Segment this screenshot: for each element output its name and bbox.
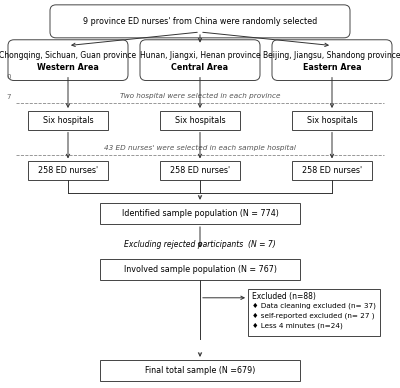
Text: Central Area: Central Area <box>172 62 228 72</box>
Text: Six hospitals: Six hospitals <box>307 116 357 125</box>
FancyBboxPatch shape <box>100 203 300 224</box>
FancyBboxPatch shape <box>50 5 350 38</box>
FancyBboxPatch shape <box>28 111 108 130</box>
FancyBboxPatch shape <box>248 289 380 336</box>
Text: 258 ED nurses': 258 ED nurses' <box>302 166 362 175</box>
Text: Final total sample (N =679): Final total sample (N =679) <box>145 366 255 375</box>
Text: Beijing, Jiangsu, Shandong province: Beijing, Jiangsu, Shandong province <box>263 51 400 60</box>
FancyBboxPatch shape <box>140 40 260 81</box>
Text: Hunan, Jiangxi, Henan province: Hunan, Jiangxi, Henan province <box>140 51 260 60</box>
Text: ♦ Data cleaning excluded (n= 37): ♦ Data cleaning excluded (n= 37) <box>252 302 376 308</box>
Text: 0: 0 <box>6 74 11 80</box>
Text: Six hospitals: Six hospitals <box>43 116 93 125</box>
FancyBboxPatch shape <box>272 40 392 81</box>
Text: 9 province ED nurses' from China were randomly selected: 9 province ED nurses' from China were ra… <box>83 17 317 26</box>
FancyBboxPatch shape <box>100 259 300 280</box>
Text: Eastern Area: Eastern Area <box>303 62 361 72</box>
Text: ♦ self-reported excluded (n= 27 ): ♦ self-reported excluded (n= 27 ) <box>252 312 374 319</box>
Text: 43 ED nurses' were selected in each sample hospital: 43 ED nurses' were selected in each samp… <box>104 145 296 151</box>
Text: Chongqing, Sichuan, Guan province: Chongqing, Sichuan, Guan province <box>0 51 136 60</box>
FancyBboxPatch shape <box>292 161 372 180</box>
Text: 258 ED nurses': 258 ED nurses' <box>170 166 230 175</box>
Text: Western Area: Western Area <box>37 62 99 72</box>
Text: Excluding rejected participants  (N = 7): Excluding rejected participants (N = 7) <box>124 240 276 249</box>
FancyBboxPatch shape <box>8 40 128 81</box>
Text: ♦ Less 4 minutes (n=24): ♦ Less 4 minutes (n=24) <box>252 322 343 329</box>
Text: 258 ED nurses': 258 ED nurses' <box>38 166 98 175</box>
Text: Two hospital were selected in each province: Two hospital were selected in each provi… <box>120 93 280 99</box>
Text: Excluded (n=88): Excluded (n=88) <box>252 291 316 301</box>
FancyBboxPatch shape <box>292 111 372 130</box>
FancyBboxPatch shape <box>160 161 240 180</box>
FancyBboxPatch shape <box>28 161 108 180</box>
Text: Identified sample population (N = 774): Identified sample population (N = 774) <box>122 209 278 218</box>
FancyBboxPatch shape <box>160 111 240 130</box>
FancyBboxPatch shape <box>100 360 300 381</box>
Text: Six hospitals: Six hospitals <box>175 116 225 125</box>
Text: Involved sample population (N = 767): Involved sample population (N = 767) <box>124 265 276 274</box>
Text: 7: 7 <box>6 94 11 100</box>
